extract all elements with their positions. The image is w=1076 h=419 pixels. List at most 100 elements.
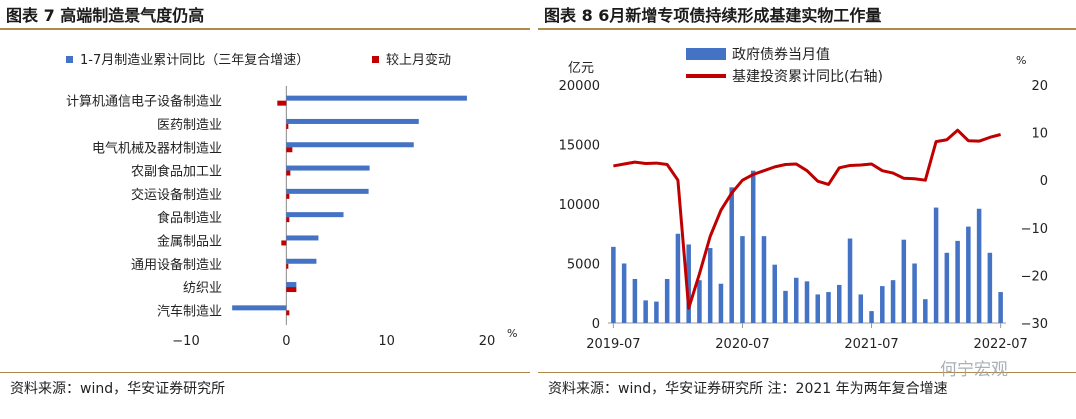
x-tick-label: 20 (479, 334, 496, 349)
bar-change (286, 217, 290, 223)
bar-gov-bond (643, 300, 648, 323)
bar-gov-bond (901, 239, 907, 323)
legend-label-cumulative: 1-7月制造业累计同比（三年复合增速） (80, 53, 309, 68)
bar-cumulative (286, 95, 467, 101)
bar-change (286, 193, 290, 199)
category-label: 金属制品业 (157, 233, 222, 249)
bar-gov-bond (890, 280, 896, 323)
left-tick-label: 10000 (559, 198, 600, 213)
right-tick-label: 20 (1031, 79, 1048, 94)
category-label: 农副食品加工业 (131, 164, 222, 180)
x-tick-label: 2021-07 (844, 337, 898, 352)
bar-gov-bond (976, 208, 982, 323)
bar-gov-bond (793, 277, 799, 323)
x-tick-label: −10 (172, 334, 199, 349)
bar-cumulative (286, 118, 419, 124)
left-axis-unit: 亿元 (568, 61, 594, 76)
category-label: 通用设备制造业 (131, 257, 222, 273)
bar-gov-bond (707, 248, 713, 323)
right-tick-label: −30 (1021, 317, 1048, 332)
bar-gov-bond (621, 263, 627, 323)
bar-gov-bond (729, 187, 734, 323)
bar-gov-bond (933, 207, 939, 323)
left-tick-label: 5000 (567, 258, 600, 273)
bar-cumulative (286, 142, 414, 148)
bar-change (277, 100, 287, 106)
legend-label-infra: 基建投资累计同比(右轴) (732, 68, 883, 85)
right-combo-chart: 亿元% 0 5000 10000 15000 20000 −30 −20 −10 0 10 20 201… (559, 47, 1048, 352)
left-title-rule (0, 28, 530, 30)
bar-gov-bond (998, 292, 1003, 323)
bar-gov-bond (611, 246, 616, 323)
right-panel: 图表 8 6月新增专项债持续形成基建实物工作量 亿元% 0 5000 10000 150… (538, 0, 1076, 419)
bar-gov-bond (847, 238, 853, 323)
bar-gov-bond (632, 278, 638, 323)
bar-change (286, 170, 291, 176)
bar-gov-bond (912, 263, 917, 323)
bar-gov-bond (826, 292, 831, 323)
right-bottom-rule (538, 372, 1076, 373)
bar-cumulative (286, 165, 370, 171)
left-bottom-rule (0, 372, 530, 373)
x-tick-label: 10 (378, 334, 395, 349)
legend-swatch-gov-bond (686, 48, 726, 60)
right-tick-label: −10 (1021, 222, 1048, 237)
right-tick-label: 10 (1031, 127, 1048, 142)
legend-label-change: 较上月变动 (386, 52, 451, 68)
bar-gov-bond (772, 264, 777, 323)
right-source-note: 资料来源：wind，华安证券研究所 注：2021 年为两年复合增速 (548, 381, 948, 397)
bar-gov-bond (923, 299, 928, 323)
left-figure-title: 图表 7 高端制造景气度仍高 (6, 6, 205, 25)
x-tick-label: 2019-07 (586, 337, 640, 352)
bar-gov-bond (675, 233, 681, 323)
bar-cumulative (232, 305, 287, 311)
bar-change (286, 287, 297, 293)
right-tick-label: 0 (1040, 174, 1048, 189)
line-infra-investment (613, 128, 1002, 310)
watermark-text: 何宁宏观 (940, 360, 1008, 380)
right-axis-unit: % (1016, 54, 1026, 67)
category-label: 汽车制造业 (157, 303, 222, 319)
left-source-note: 资料来源：wind，华安证券研究所 (10, 381, 226, 397)
x-tick-label: 2022-07 (973, 337, 1027, 352)
left-panel: 图表 7 高端制造景气度仍高 1-7月制造业累计同比（三年复合增速） 较上月变动计… (0, 0, 530, 419)
bar-gov-bond (944, 252, 950, 323)
bar-gov-bond (697, 280, 702, 323)
right-tick-label: −20 (1021, 269, 1048, 284)
bar-gov-bond (664, 278, 670, 323)
bar-gov-bond (654, 301, 659, 323)
bar-gov-bond (869, 311, 874, 323)
left-tick-label: 15000 (559, 139, 600, 154)
bar-change (286, 147, 293, 153)
category-label: 计算机通信电子设备制造业 (66, 94, 222, 110)
bar-change (281, 240, 287, 246)
legend-swatch-change (372, 56, 379, 63)
bar-gov-bond (880, 286, 885, 323)
bar-change (286, 123, 289, 129)
bar-gov-bond (761, 236, 767, 323)
bar-gov-bond (750, 170, 756, 323)
legend-swatch-cumulative (66, 56, 73, 63)
right-figure-title: 图表 8 6月新增专项债持续形成基建实物工作量 (544, 6, 882, 25)
bar-gov-bond (858, 294, 864, 323)
bar-gov-bond (740, 236, 745, 323)
bar-change (286, 263, 289, 269)
bar-gov-bond (966, 226, 971, 323)
x-unit-label: % (507, 327, 517, 340)
left-tick-label: 0 (592, 317, 600, 332)
bar-gov-bond (718, 283, 724, 323)
bar-gov-bond (686, 244, 691, 323)
bar-gov-bond (804, 281, 810, 323)
left-tick-label: 20000 (559, 79, 600, 94)
bar-cumulative (286, 212, 344, 218)
right-title-rule (538, 28, 1076, 30)
bar-cumulative (286, 235, 319, 241)
legend-label-gov-bond: 政府债券当月值 (732, 47, 830, 63)
bar-cumulative (286, 282, 297, 288)
bar-change (286, 310, 290, 316)
category-label: 交运设备制造业 (131, 187, 222, 203)
left-bar-chart: 1-7月制造业累计同比（三年复合增速） 较上月变动计算机通信电子设备制造业医药制造… (66, 52, 517, 349)
x-tick-label: 2020-07 (715, 337, 769, 352)
category-label: 医药制造业 (157, 118, 222, 133)
bar-cumulative (286, 258, 317, 264)
